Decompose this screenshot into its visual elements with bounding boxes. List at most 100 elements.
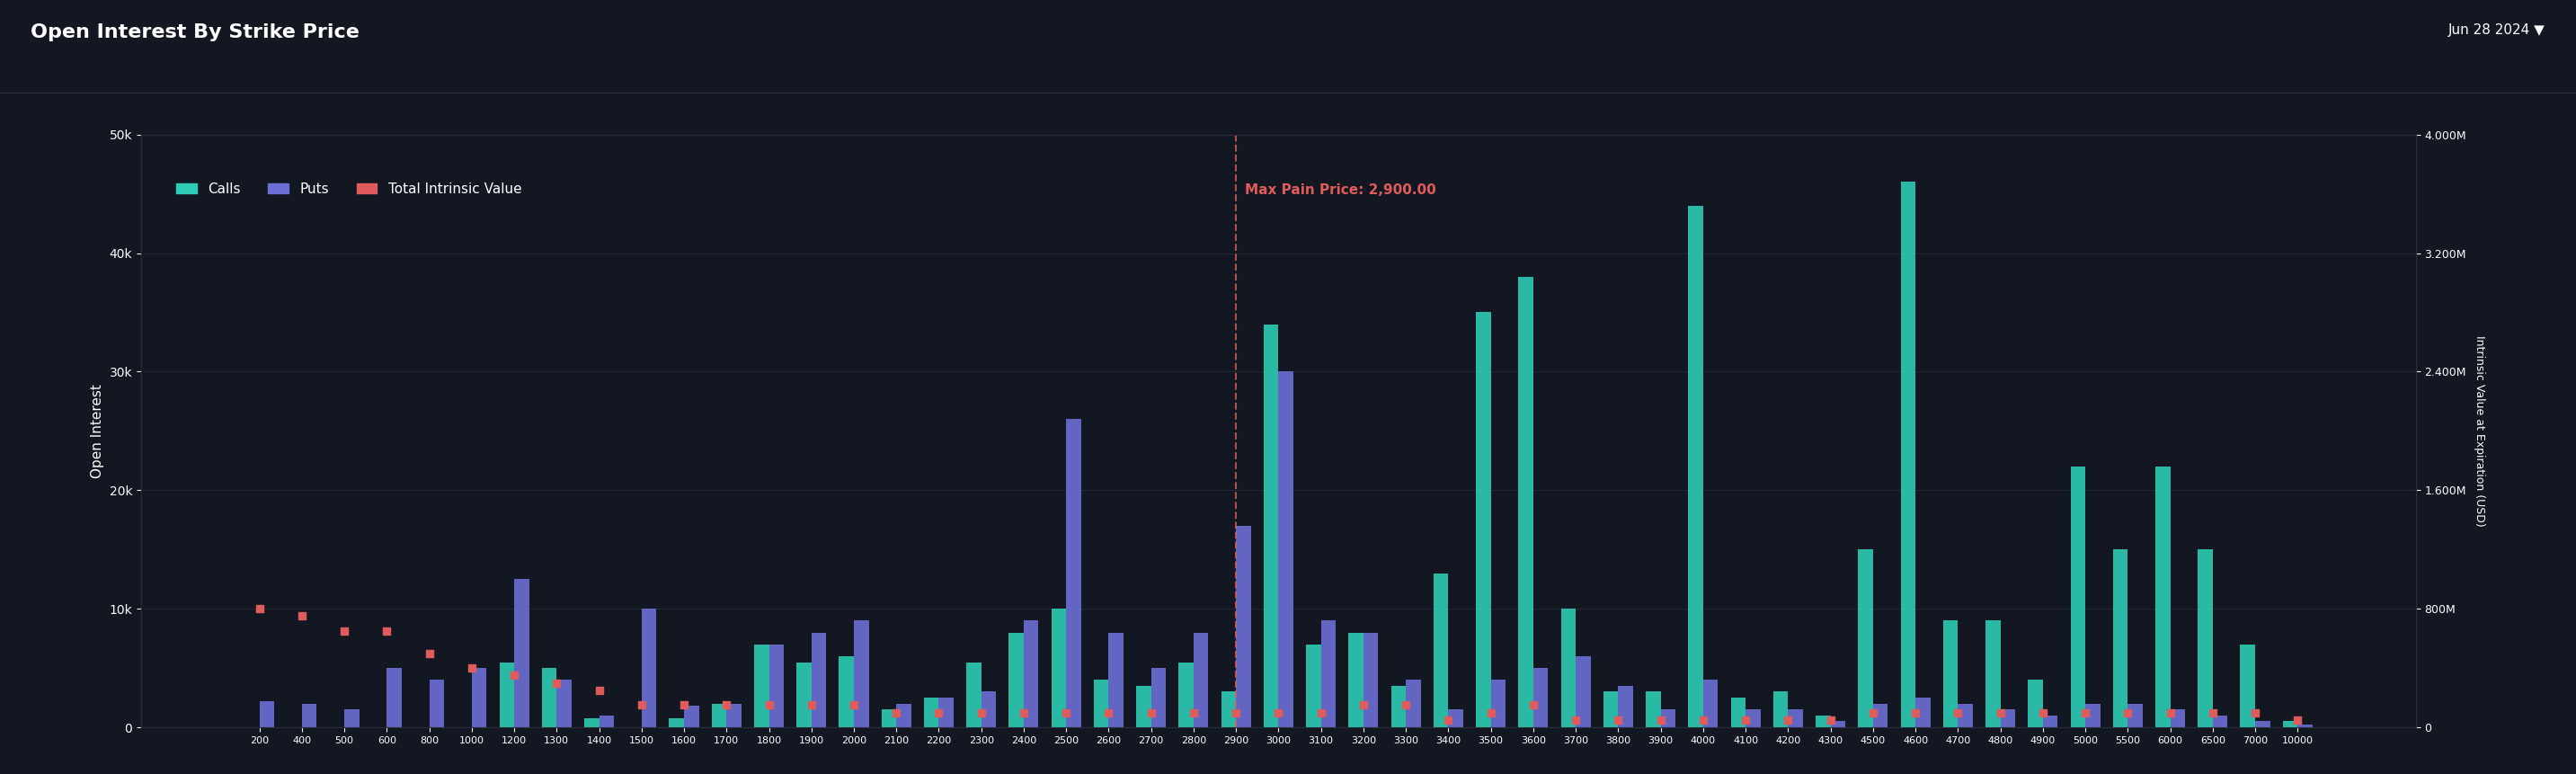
Point xyxy=(1257,707,1298,719)
Point xyxy=(1342,699,1383,711)
Bar xyxy=(2043,715,2058,728)
Bar xyxy=(853,621,868,728)
Point xyxy=(2148,707,2190,719)
Bar xyxy=(1958,704,1973,728)
Bar xyxy=(1350,632,1363,728)
Bar xyxy=(1306,644,1321,728)
Point xyxy=(1002,707,1043,719)
Point xyxy=(1427,714,1468,726)
Point xyxy=(580,684,621,697)
Bar xyxy=(1278,372,1293,728)
Bar xyxy=(1772,692,1788,728)
Point xyxy=(876,707,917,719)
Point xyxy=(1597,714,1638,726)
Bar xyxy=(1618,686,1633,728)
Point xyxy=(1641,714,1682,726)
Point xyxy=(325,625,366,637)
Bar xyxy=(301,704,317,728)
Point xyxy=(1937,707,1978,719)
Bar xyxy=(1066,419,1082,728)
Bar xyxy=(430,680,443,728)
Point xyxy=(750,699,791,711)
Point xyxy=(917,707,958,719)
Bar xyxy=(2213,715,2228,728)
Bar xyxy=(2071,467,2087,728)
Bar xyxy=(896,704,912,728)
Y-axis label: Intrinsic Value at Expiration (USD): Intrinsic Value at Expiration (USD) xyxy=(2473,335,2486,526)
Bar xyxy=(1687,206,1703,728)
Bar xyxy=(1432,574,1448,728)
Bar xyxy=(966,662,981,728)
Point xyxy=(536,676,577,689)
Point xyxy=(366,625,407,637)
Bar xyxy=(2298,725,2313,728)
Bar xyxy=(938,697,953,728)
Bar xyxy=(641,608,657,728)
Point xyxy=(451,662,492,674)
Bar xyxy=(1406,680,1422,728)
Bar xyxy=(1193,632,1208,728)
Bar xyxy=(1321,621,1337,728)
Point xyxy=(1471,707,1512,719)
Bar xyxy=(1873,704,1888,728)
Bar xyxy=(1747,710,1759,728)
Bar xyxy=(2197,550,2213,728)
Bar xyxy=(1391,686,1406,728)
Bar xyxy=(1492,680,1504,728)
Bar xyxy=(1602,692,1618,728)
Point xyxy=(832,699,873,711)
Bar xyxy=(1986,621,2002,728)
Bar xyxy=(1108,632,1123,728)
Bar xyxy=(1363,632,1378,728)
Point xyxy=(2107,707,2148,719)
Bar xyxy=(1577,656,1589,728)
Bar xyxy=(1051,608,1066,728)
Bar xyxy=(811,632,827,728)
Bar xyxy=(2282,721,2298,728)
Bar xyxy=(1816,715,1832,728)
Point xyxy=(1852,707,1893,719)
Bar xyxy=(1901,182,1917,728)
Bar xyxy=(2112,550,2128,728)
Bar xyxy=(2169,710,2184,728)
Bar xyxy=(1917,697,1929,728)
Bar xyxy=(386,668,402,728)
Legend: Calls, Puts, Total Intrinsic Value: Calls, Puts, Total Intrinsic Value xyxy=(170,177,528,201)
Point xyxy=(2192,707,2233,719)
Point xyxy=(2066,707,2107,719)
Bar xyxy=(1942,621,1958,728)
Bar xyxy=(1180,662,1193,728)
Bar xyxy=(1517,277,1533,728)
Point xyxy=(1216,707,1257,719)
Point xyxy=(2233,707,2275,719)
Point xyxy=(1556,714,1597,726)
Bar xyxy=(981,692,997,728)
Bar xyxy=(685,706,698,728)
Bar xyxy=(2027,680,2043,728)
Bar xyxy=(1023,621,1038,728)
Point xyxy=(665,699,706,711)
Bar xyxy=(500,662,515,728)
Text: Open Interest By Strike Price: Open Interest By Strike Price xyxy=(31,23,361,41)
Bar xyxy=(1448,710,1463,728)
Point xyxy=(240,602,281,615)
Bar xyxy=(1136,686,1151,728)
Bar xyxy=(2087,704,2099,728)
Bar xyxy=(556,680,572,728)
Bar xyxy=(1731,697,1747,728)
Bar xyxy=(796,662,811,728)
Bar xyxy=(711,704,726,728)
Bar xyxy=(541,668,556,728)
Bar xyxy=(1788,710,1803,728)
Bar xyxy=(1703,680,1718,728)
Point xyxy=(410,647,451,659)
Point xyxy=(1301,707,1342,719)
Bar xyxy=(2241,644,2254,728)
Point xyxy=(621,699,662,711)
Bar xyxy=(1476,313,1492,728)
Bar xyxy=(1832,721,1844,728)
Bar xyxy=(515,579,528,728)
Point xyxy=(1172,707,1213,719)
Bar xyxy=(726,704,742,728)
Point xyxy=(1087,707,1128,719)
